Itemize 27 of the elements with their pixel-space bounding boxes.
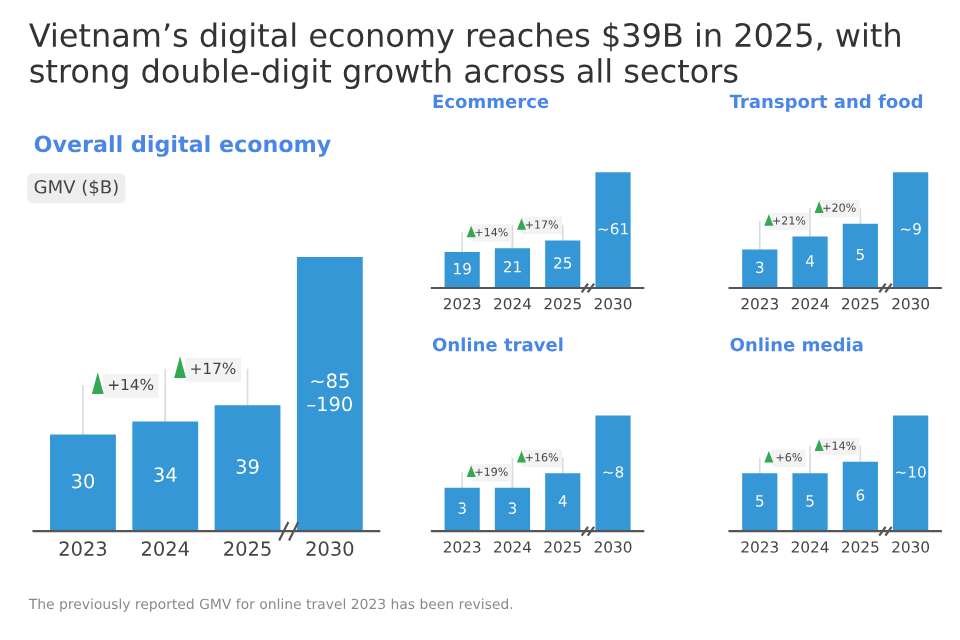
x-tick-label: 2023 xyxy=(59,541,107,556)
data-label: ~85–190 xyxy=(307,373,352,412)
chart-title: Online travel xyxy=(432,337,563,352)
data-label: 30 xyxy=(72,473,95,489)
bar xyxy=(444,251,480,288)
x-tick-label: 2024 xyxy=(141,541,189,556)
bar xyxy=(50,434,116,532)
chart-subtitle: GMV ($B) xyxy=(34,179,118,197)
chart-title: Online media xyxy=(730,337,863,352)
bar xyxy=(296,256,363,532)
chart-title: Overall digital economy xyxy=(34,135,331,157)
bar xyxy=(792,236,828,288)
data-label: 39 xyxy=(236,459,259,474)
chart-title: Ecommerce xyxy=(433,94,549,109)
bar xyxy=(494,248,531,288)
data-label: 34 xyxy=(154,467,177,482)
x-tick-label: 2025 xyxy=(224,541,271,556)
bar xyxy=(893,172,929,288)
bar xyxy=(842,223,878,288)
text: Vietnam’s digital economy reaches $39B in 2025, with strong double-digit growth across all sectors xyxy=(29,22,900,90)
bar xyxy=(742,249,778,288)
bar xyxy=(545,240,581,288)
bar xyxy=(595,172,631,288)
x-tick-label: 2030 xyxy=(306,541,354,556)
chart-title: Transport and food xyxy=(729,94,923,112)
bar xyxy=(132,421,199,532)
bar xyxy=(214,405,281,532)
